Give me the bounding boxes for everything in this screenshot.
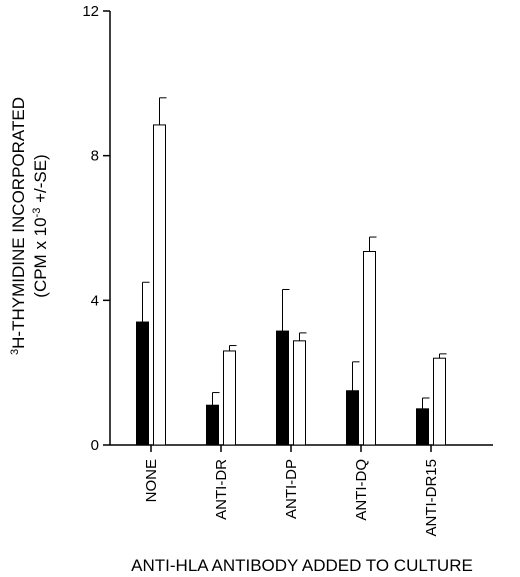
bar-series-2 (153, 124, 166, 446)
y-tick-label: 4 (91, 292, 99, 309)
bars (136, 97, 447, 446)
bar-series-1 (136, 321, 149, 446)
category-label: ANTI-DQ (353, 459, 370, 521)
y-axis-title: 3H-THYMIDINE INCORPORATED (9, 97, 28, 355)
y-axis-title-units: (CPM x 10-3 +/-SE) (31, 154, 50, 297)
bar-series-1 (346, 390, 359, 446)
y-axis-title-units-start: (CPM x 10 (31, 217, 50, 297)
category-labels: NONE ANTI-DR ANTI-DP ANTI-DQ ANTI-DR15 (143, 445, 440, 537)
x-axis-title: ANTI-HLA ANTIBODY ADDED TO CULTURE (131, 556, 473, 575)
category-label: ANTI-DP (283, 459, 300, 519)
category-label: ANTI-DR (213, 459, 230, 520)
bar-series-1 (206, 404, 219, 446)
category-label: ANTI-DR15 (423, 459, 440, 537)
bar-series-1 (416, 408, 429, 446)
y-tick-label: 0 (91, 437, 99, 454)
y-ticks: 0 4 8 12 (82, 3, 110, 454)
y-axis-title-line1: H-THYMIDINE INCORPORATED (9, 97, 28, 349)
y-axis-title-units-exponent: -3 (31, 208, 43, 218)
bar-series-2 (363, 251, 376, 446)
y-axis-title-units-end: +/-SE) (31, 154, 50, 207)
y-tick-label: 12 (82, 3, 99, 20)
bar-series-2 (293, 340, 306, 446)
bar-series-2 (223, 350, 236, 446)
y-axis-title-superscript: 3 (9, 349, 21, 355)
bar-series-2 (433, 357, 446, 446)
bar-series-1 (276, 330, 289, 446)
y-tick-label: 8 (91, 148, 99, 165)
category-label: NONE (143, 459, 160, 502)
